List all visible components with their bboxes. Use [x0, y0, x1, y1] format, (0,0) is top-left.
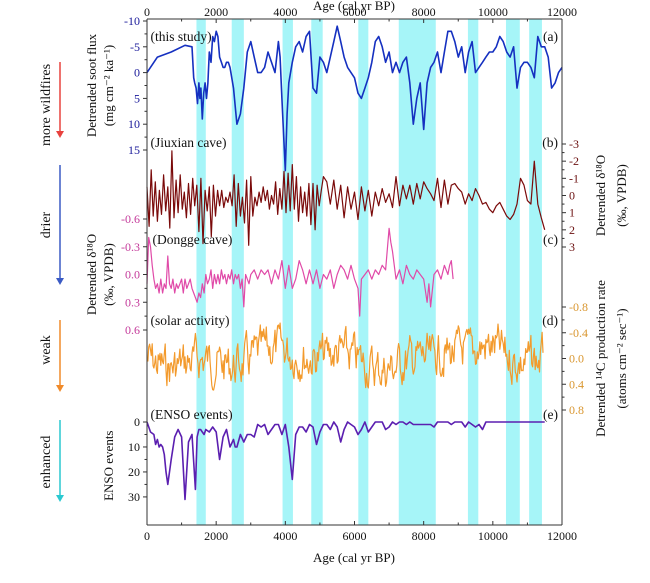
y-tick-label-b: -3: [569, 137, 579, 151]
y-tick-label-e: 0: [134, 415, 140, 429]
x-tick-label-bottom: 0: [144, 529, 150, 543]
y-tick-label-a: 15: [128, 143, 140, 157]
x-tick-label-bottom: 2000: [204, 529, 228, 543]
x-tick-label-bottom: 8000: [412, 529, 436, 543]
series-line-d: [146, 322, 544, 391]
y-tick-label-c: 0.3: [125, 295, 140, 309]
highlight-band-1: [231, 19, 244, 525]
panel-name-a: (this study): [150, 29, 211, 44]
panel-letter-d: (d): [542, 313, 558, 328]
y-tick-label-e: 20: [128, 465, 140, 479]
panel-letter-b: (b): [542, 135, 558, 150]
y-tick-label-d: -0.4: [569, 326, 588, 340]
series-line-b: [146, 150, 546, 246]
panel-letter-c: (c): [543, 232, 558, 247]
x-tick-label-top: 2000: [204, 5, 228, 19]
y-tick-label-c: 0.0: [125, 268, 140, 282]
y-tick-label-a: -10: [124, 14, 140, 28]
y-axis-title-e: ENSO events: [101, 430, 116, 500]
side-annotation-3: enhanced: [39, 436, 54, 489]
x-tick-label-bottom: 12000: [547, 529, 577, 543]
x-axis-title-top: Age (cal yr BP): [313, 0, 395, 13]
y-axis-title-units-a: (mg cm⁻² ka⁻¹): [101, 45, 116, 126]
x-tick-label-bottom: 6000: [343, 529, 367, 543]
y-axis-title-units-b: (‰, VPDB): [614, 164, 629, 227]
y-tick-label-e: 10: [128, 440, 140, 454]
y-tick-label-d: 0.0: [569, 352, 584, 366]
x-ticks: 0 0 2000 2000 4000 4000 6000 6000 8000 8000 10000 1…: [144, 5, 577, 543]
y-axis-title-d: Detrended ¹⁴C production rate: [593, 280, 608, 437]
y-tick-label-b: 3: [569, 240, 575, 254]
panel-letter-a: (a): [543, 29, 558, 44]
side-annotation-2: weak: [39, 335, 54, 365]
arrowhead-icon: [56, 278, 64, 285]
axes-layer: [146, 18, 563, 526]
y-axis-title-a: Detrended soot flux: [84, 33, 99, 137]
highlight-band-7: [505, 19, 520, 525]
y-tick-label-b: 1: [569, 206, 575, 220]
side-annotations: more wildfires drier weak enhanced: [39, 62, 64, 502]
highlight-band-0: [196, 19, 206, 525]
series-line-c: [146, 227, 454, 317]
x-tick-label-top: 4000: [273, 5, 297, 19]
y-tick-label-a: 10: [128, 117, 140, 131]
x-axis-title-bottom: Age (cal yr BP): [313, 550, 395, 565]
y-tick-label-c: -0.3: [121, 240, 140, 254]
y-tick-label-d: 0.8: [569, 403, 584, 417]
highlight-band-4: [358, 19, 369, 525]
labels-layer: Age (cal yr BP) Age (cal yr BP) (this st…: [84, 0, 629, 565]
x-tick-label-top: 10000: [478, 5, 508, 19]
y-axis-title-units-d: (atoms cm⁻² sec⁻¹): [614, 308, 629, 408]
y-tick-label-c: 0.6: [125, 323, 140, 337]
x-tick-label-top: 12000: [547, 5, 577, 19]
y-tick-label-a: 5: [134, 91, 140, 105]
y-tick-label-d: -0.8: [569, 300, 588, 314]
y-axis-title-units-c: (‰, VPDB): [101, 243, 116, 306]
highlight-band-6: [467, 19, 479, 525]
series-line-a: [146, 25, 563, 172]
panel-name-d: (solar activity): [150, 313, 229, 328]
arrowhead-icon: [56, 385, 64, 392]
y-axis-title-c: Detrended δ¹⁸O: [84, 234, 99, 315]
arrowhead-icon: [56, 131, 64, 138]
y-tick-label-c: -0.6: [121, 212, 140, 226]
y-axis-title-b: Detrended δ¹⁸O: [593, 155, 608, 236]
y-tick-label-b: -2: [569, 154, 579, 168]
x-tick-label-bottom: 4000: [273, 529, 297, 543]
side-annotation-0: more wildfires: [39, 64, 54, 146]
y-tick-label-b: 2: [569, 223, 575, 237]
y-tick-label-a: 0: [134, 66, 140, 80]
y-tick-label-d: 0.4: [569, 377, 584, 391]
panel-name-e: (ENSO events): [150, 407, 232, 422]
panel-name-c: (Dongge cave): [153, 232, 233, 247]
highlight-band-8: [529, 19, 542, 525]
x-tick-label-bottom: 10000: [478, 529, 508, 543]
x-tick-label-top: 0: [144, 5, 150, 19]
x-tick-label-top: 8000: [412, 5, 436, 19]
panel-letter-e: (e): [543, 407, 558, 422]
side-annotation-1: drier: [39, 211, 54, 238]
x-tick-label-top: 6000: [343, 5, 367, 19]
arrowhead-icon: [56, 495, 64, 502]
series-line-e: [146, 421, 545, 501]
series-layer: [146, 25, 563, 501]
y-tick-label-a: -5: [130, 40, 140, 54]
panel-name-b: (Jiuxian cave): [150, 135, 226, 150]
y-tick-label-b: -1: [569, 171, 579, 185]
y-tick-label-e: 30: [128, 490, 140, 504]
y-tick-label-b: 0: [569, 189, 575, 203]
